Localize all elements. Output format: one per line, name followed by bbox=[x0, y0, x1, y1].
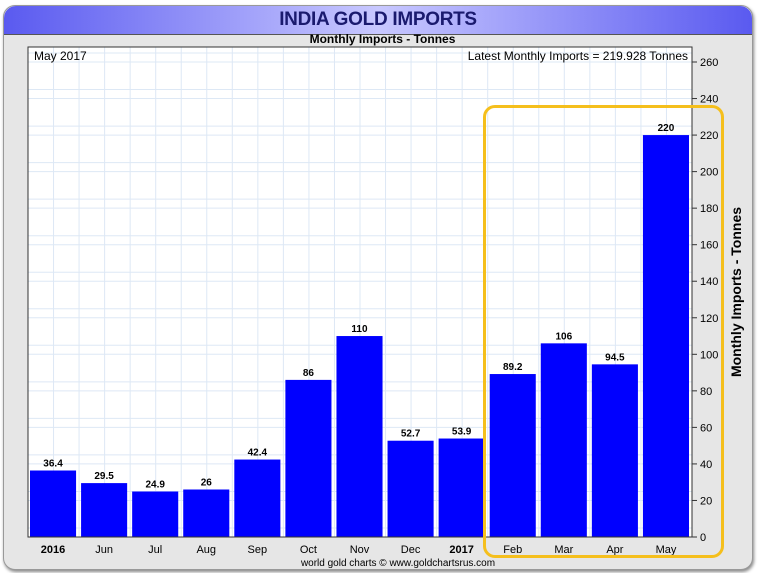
bar-jul bbox=[132, 491, 179, 537]
bar-feb bbox=[489, 374, 536, 537]
chart-title: INDIA GOLD IMPORTS bbox=[279, 9, 477, 30]
bar-value-label: 53.9 bbox=[452, 427, 472, 438]
x-tick-label: Apr bbox=[606, 544, 623, 556]
plot-border bbox=[27, 46, 693, 538]
y-tick-label: 240 bbox=[700, 94, 718, 106]
bar-value-label: 110 bbox=[351, 324, 368, 335]
x-tick-label: Jun bbox=[95, 544, 113, 556]
credit-label: world gold charts © www.goldchartsrus.co… bbox=[300, 558, 495, 569]
bar-dec bbox=[387, 440, 434, 537]
bar-aug bbox=[183, 489, 230, 537]
title-bar: INDIA GOLD IMPORTS bbox=[4, 6, 752, 35]
bar-value-label: 94.5 bbox=[605, 352, 625, 363]
x-tick-label: Mar bbox=[554, 544, 573, 556]
y-tick-label: 40 bbox=[700, 459, 712, 471]
x-tick-label: Sep bbox=[248, 544, 268, 556]
y-tick-label: 200 bbox=[700, 167, 718, 179]
highlight-box bbox=[483, 105, 724, 558]
y-tick-label: 160 bbox=[700, 240, 718, 252]
x-tick-label: 2016 bbox=[41, 544, 65, 556]
x-tick-label: 2017 bbox=[449, 544, 473, 556]
bar-mar bbox=[540, 343, 587, 537]
bar-sep bbox=[234, 459, 281, 537]
bar-may bbox=[642, 135, 689, 538]
y-tick-label: 140 bbox=[700, 276, 718, 288]
bar-value-label: 26 bbox=[201, 478, 213, 489]
date-label: May 2017 bbox=[34, 49, 87, 63]
bar-value-label: 106 bbox=[555, 331, 572, 342]
x-tick-label: Jul bbox=[148, 544, 162, 556]
bar-oct bbox=[285, 379, 332, 537]
x-tick-label: Feb bbox=[503, 544, 522, 556]
latest-value-label: Latest Monthly Imports = 219.928 Tonnes bbox=[468, 49, 688, 63]
bar-value-label: 42.4 bbox=[248, 448, 268, 459]
x-tick-label: Oct bbox=[300, 544, 317, 556]
x-tick-label: Nov bbox=[350, 544, 370, 556]
y-tick-label: 220 bbox=[700, 130, 718, 142]
bar-value-label: 24.9 bbox=[145, 480, 165, 491]
bar-jun bbox=[81, 483, 128, 537]
y-tick-label: 120 bbox=[700, 313, 718, 325]
y-tick-label: 80 bbox=[700, 386, 712, 398]
y-axis-label: Monthly Imports - Tonnes bbox=[728, 207, 744, 377]
bar-nov bbox=[336, 336, 383, 537]
y-tick-label: 180 bbox=[700, 203, 718, 215]
bar-value-label: 29.5 bbox=[94, 471, 114, 482]
bar-2017 bbox=[438, 438, 485, 537]
bar-2016 bbox=[30, 470, 77, 537]
y-tick-label: 60 bbox=[700, 422, 712, 434]
x-tick-label: May bbox=[656, 544, 677, 556]
chart-subtitle: Monthly Imports - Tonnes bbox=[309, 32, 456, 46]
bar-apr bbox=[591, 364, 638, 537]
y-tick-label: 20 bbox=[700, 495, 712, 507]
y-tick-label: 100 bbox=[700, 349, 718, 361]
y-tick-label: 260 bbox=[700, 57, 718, 69]
bar-value-label: 89.2 bbox=[503, 362, 523, 373]
y-tick-label: 0 bbox=[700, 532, 706, 544]
bar-value-label: 220 bbox=[658, 123, 675, 134]
bar-value-label: 52.7 bbox=[401, 429, 421, 440]
bar-value-label: 36.4 bbox=[43, 459, 63, 470]
bar-value-label: 86 bbox=[303, 368, 315, 379]
x-tick-label: Dec bbox=[401, 544, 421, 556]
x-tick-label: Aug bbox=[196, 544, 216, 556]
